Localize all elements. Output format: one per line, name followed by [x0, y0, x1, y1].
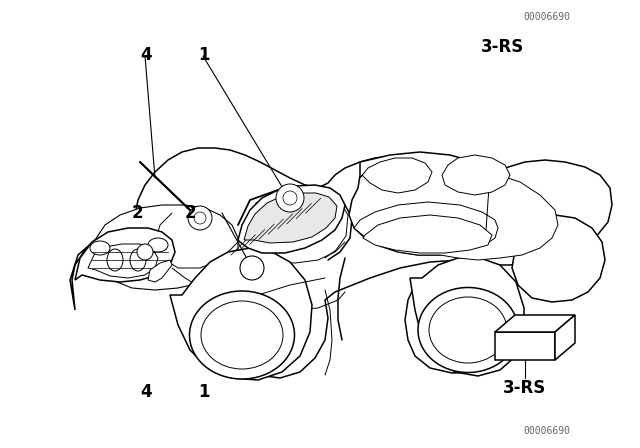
Polygon shape	[88, 244, 158, 278]
Polygon shape	[148, 260, 172, 282]
Text: 2: 2	[184, 204, 196, 222]
Polygon shape	[360, 158, 432, 193]
Polygon shape	[495, 332, 555, 360]
Polygon shape	[354, 172, 558, 260]
Polygon shape	[555, 315, 575, 360]
Polygon shape	[70, 148, 612, 378]
Text: 3-RS: 3-RS	[504, 379, 547, 397]
Text: 3-RS: 3-RS	[481, 38, 524, 56]
Ellipse shape	[90, 241, 110, 255]
Polygon shape	[244, 193, 337, 243]
Polygon shape	[170, 248, 312, 380]
Circle shape	[283, 191, 297, 205]
Ellipse shape	[107, 249, 123, 271]
Text: 00006690: 00006690	[524, 12, 571, 22]
Circle shape	[137, 244, 153, 260]
Ellipse shape	[429, 297, 507, 363]
Text: 1: 1	[198, 46, 210, 64]
Ellipse shape	[418, 288, 518, 372]
Ellipse shape	[148, 238, 168, 252]
Polygon shape	[410, 258, 524, 376]
Polygon shape	[92, 205, 238, 290]
Text: 4: 4	[140, 46, 152, 64]
Circle shape	[194, 212, 206, 224]
Text: 1: 1	[198, 383, 209, 401]
Polygon shape	[75, 228, 175, 282]
Ellipse shape	[201, 301, 283, 369]
Ellipse shape	[189, 291, 294, 379]
Polygon shape	[512, 215, 605, 302]
Circle shape	[188, 206, 212, 230]
Text: 2: 2	[132, 204, 143, 222]
Polygon shape	[238, 185, 345, 253]
Ellipse shape	[130, 249, 146, 271]
Circle shape	[276, 184, 304, 212]
Polygon shape	[442, 155, 510, 195]
Text: 00006690: 00006690	[524, 426, 571, 436]
Polygon shape	[495, 315, 575, 332]
Polygon shape	[349, 152, 522, 255]
Circle shape	[240, 256, 264, 280]
Polygon shape	[363, 215, 492, 253]
Text: 4: 4	[140, 383, 152, 401]
